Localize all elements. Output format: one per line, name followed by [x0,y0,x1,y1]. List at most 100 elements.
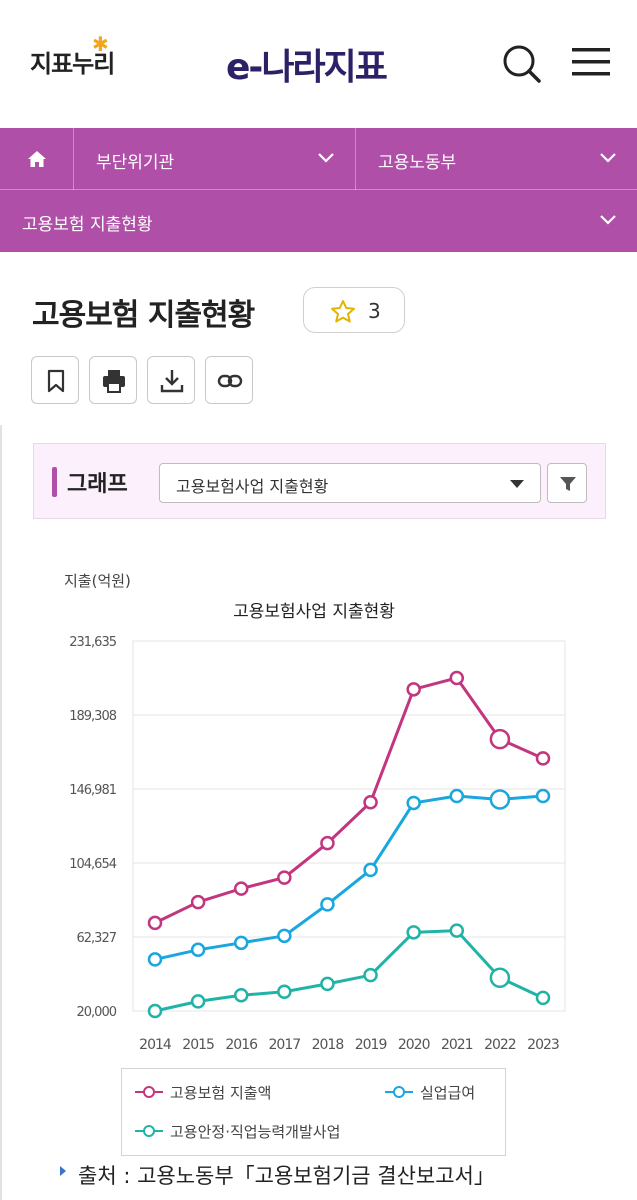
x-tick-label: 2019 [355,1037,387,1053]
expenditure-line-chart: 231,635 189,308 146,981 104,654 62,327 20,000… [64,572,566,1053]
page-title: 고용보험 지출현황 [32,298,255,333]
series-point [363,967,378,983]
e-narajipyo-logo[interactable]: e-나라지표 [226,47,388,88]
content-left-rule [0,425,2,1200]
y-tick-label: 231,635 [69,635,116,650]
series-point [233,881,249,896]
series-point [277,928,292,944]
series-point [535,990,551,1006]
caret-down-icon [510,480,524,488]
chart-title: 고용보험사업 지출현황 [233,602,395,622]
series-point [233,935,249,951]
series-line-2 [154,929,544,1013]
legend-label: 실업급여 [420,1084,476,1102]
x-tick-label: 2021 [441,1037,473,1053]
graph-accent-bar [52,467,57,497]
home-icon [28,151,46,167]
x-tick-label: 2014 [139,1037,172,1053]
chevron-down-icon [600,153,616,163]
series-point [147,952,163,967]
series-point [489,967,511,989]
download-button[interactable] [147,356,195,404]
hamburger-icon [572,48,610,76]
x-tick-label: 2015 [182,1037,214,1053]
filter-icon [560,477,576,491]
series-point [190,942,206,958]
series-point [277,870,292,885]
x-tick-label: 2016 [225,1037,258,1053]
favorite-button[interactable]: 3 [303,287,405,333]
series-point [535,751,551,766]
series-point [363,862,378,878]
series-point [535,788,551,804]
series-point [489,728,511,750]
y-tick-label: 104,654 [69,857,116,872]
series-point [406,682,421,697]
chevron-down-icon [600,215,616,225]
graph-select-value: 고용보험사업 지출현황 [176,477,329,496]
bullet-triangle-icon [60,1166,66,1176]
breadcrumb-nav: 부단위기관 고용노동부 고용보험 지출현황 [0,128,637,252]
x-tick-label: 2017 [269,1037,301,1053]
home-button[interactable] [0,128,74,190]
legend-marker-icon [135,1125,163,1137]
breadcrumb-dropdown-ministry[interactable]: 고용노동부 [356,128,637,190]
series-line-0 [154,676,544,925]
x-tick-label: 2023 [527,1037,559,1053]
y-tick-label: 146,981 [69,783,116,798]
y-tick-label: 20,000 [77,1005,117,1020]
favorite-count: 3 [368,299,381,323]
series-line-1 [154,794,544,961]
menu-button[interactable] [570,44,612,80]
bookmark-icon [47,369,65,393]
app-header: 지표누리 ✱ e-나라지표 [0,0,637,128]
series-point [449,788,465,804]
series-point [190,894,206,910]
copy-link-button[interactable] [205,356,253,404]
series-point [320,897,335,912]
chart-legend: 고용보험 지출액 실업급여 고용안정·직업능력개발사업 [121,1068,506,1156]
logo-left-text: 지표누리 [30,50,115,78]
y-tick-label: 189,308 [69,709,116,724]
source-text: 출처 : 고용노동부「고용보험기금 결산보고서」 [78,1164,495,1188]
series-point [147,915,163,931]
series-point [190,994,206,1009]
series-point [277,984,292,1000]
filter-button[interactable] [547,463,587,503]
graph-panel-label: 그래프 [67,472,128,497]
download-icon [160,370,184,393]
printer-icon [103,370,125,393]
x-tick-label: 2018 [312,1037,344,1053]
series-point [406,925,421,940]
y-tick-label: 62,327 [77,931,117,946]
print-button[interactable] [89,356,137,404]
breadcrumb-label: 고용보험 지출현황 [22,215,153,235]
breadcrumb-dropdown-agency-type[interactable]: 부단위기관 [74,128,356,190]
jipyonuri-logo[interactable]: 지표누리 ✱ [30,32,115,79]
chevron-down-icon [318,153,334,163]
graph-select[interactable]: 고용보험사업 지출현황 [159,463,541,503]
star-icon [331,300,355,323]
breadcrumb-label: 부단위기관 [96,153,175,173]
series-point [320,835,335,851]
series-point [233,988,249,1003]
series-point [147,1003,163,1019]
legend-label: 고용안정·직업능력개발사업 [170,1123,341,1141]
link-icon [217,374,243,388]
x-tick-label: 2022 [484,1037,516,1053]
search-icon [503,45,541,83]
breadcrumb-dropdown-indicator[interactable]: 고용보험 지출현황 [0,190,637,252]
bookmark-button[interactable] [31,356,79,404]
y-axis-label: 지출(억원) [64,572,131,590]
search-button[interactable] [500,42,542,84]
series-point [406,795,421,811]
star-accent-icon: ✱ [92,32,109,56]
graph-panel-header: 그래프 고용보험사업 지출현황 [33,443,606,519]
series-point [449,923,465,938]
legend-marker-icon [385,1086,413,1098]
legend-label: 고용보험 지출액 [170,1084,272,1102]
breadcrumb-row: 부단위기관 고용노동부 [0,128,637,190]
breadcrumb-label: 고용노동부 [378,153,457,173]
series-point [320,976,335,992]
series-point [489,789,511,810]
